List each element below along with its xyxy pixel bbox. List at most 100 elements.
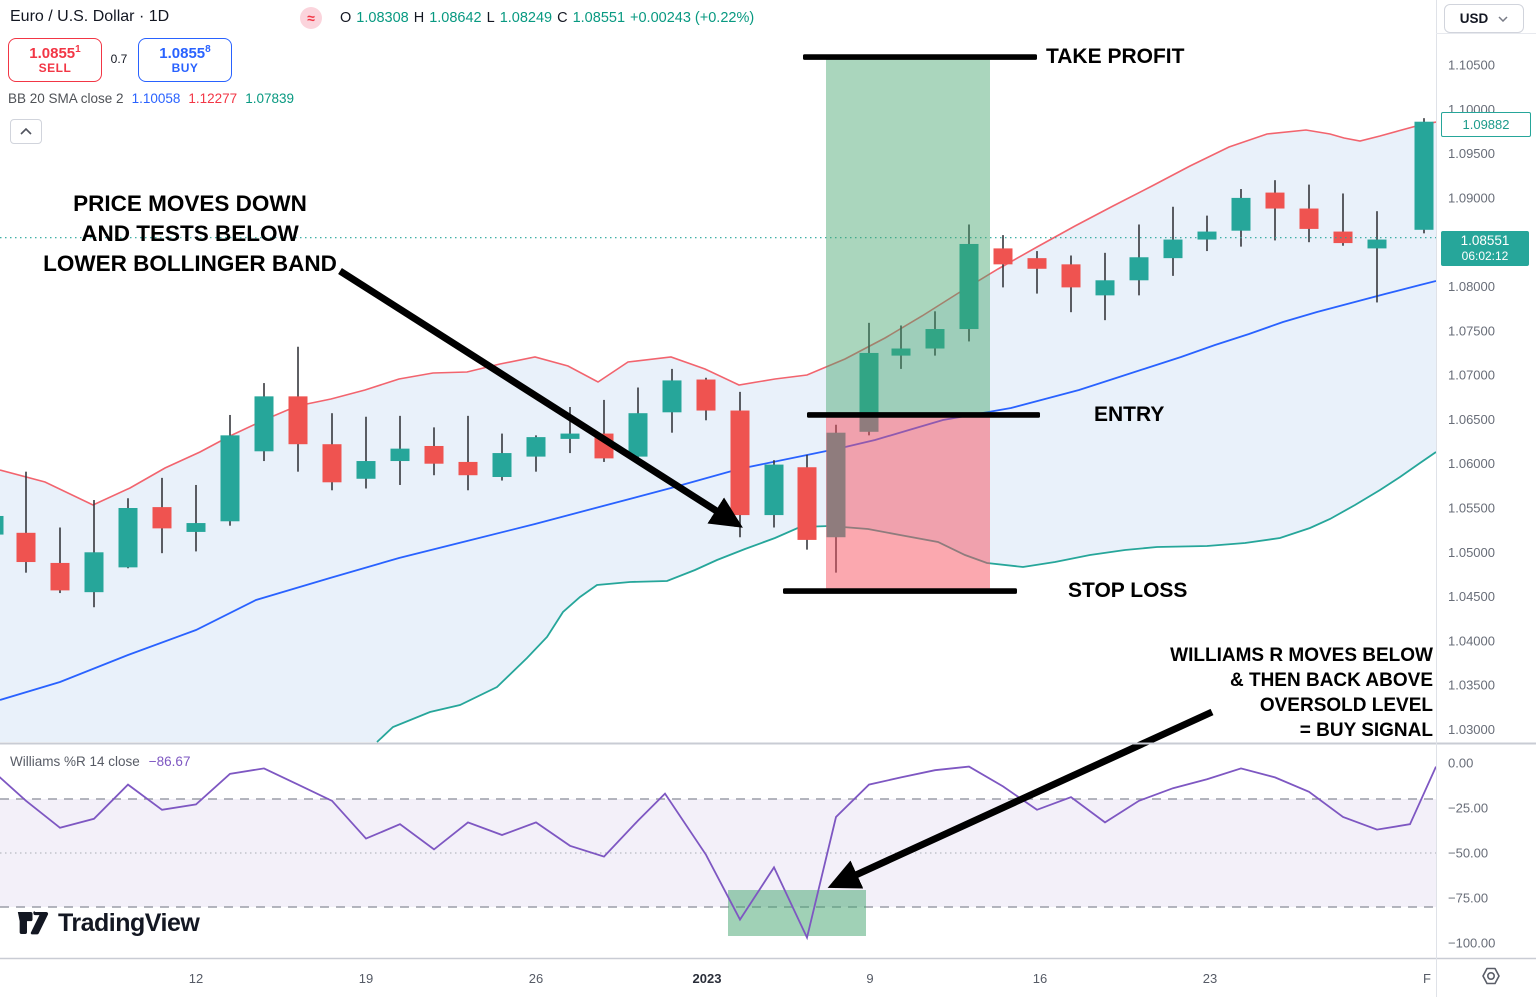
candle-body xyxy=(1367,239,1387,249)
annotation-arrow-1 xyxy=(338,268,743,528)
wpr-pane xyxy=(0,765,1436,941)
chevron-down-icon xyxy=(1498,15,1508,22)
candle-body xyxy=(492,453,512,477)
sell-button[interactable]: 1.08551 SELL xyxy=(8,38,102,82)
wpr-line xyxy=(0,765,1436,941)
bollinger-legend[interactable]: BB 20 SMA close 2 1.10058 1.12277 1.0783… xyxy=(8,91,294,106)
candle-body xyxy=(730,410,750,516)
stop-loss-line xyxy=(783,588,1017,594)
price-tick-label: 1.03500 xyxy=(1448,678,1495,693)
time-tick-label: 12 xyxy=(189,971,203,986)
candle-body xyxy=(560,433,580,439)
high-value: 1.08642 xyxy=(429,10,482,26)
time-tick-label: 2023 xyxy=(693,971,722,986)
tradingview-wordmark: TradingView xyxy=(58,908,200,937)
candle-body xyxy=(993,248,1013,265)
buy-button[interactable]: 1.08558 BUY xyxy=(138,38,232,82)
candle-body xyxy=(1299,208,1319,229)
close-value: 1.08551 xyxy=(572,10,626,26)
price-tick-label: 1.05500 xyxy=(1448,501,1495,516)
candle-body xyxy=(390,448,410,462)
wpr-tick-label: −25.00 xyxy=(1448,801,1488,816)
close-label: C xyxy=(557,10,568,26)
high-label: H xyxy=(413,10,425,26)
bb-name: BB 20 SMA close 2 xyxy=(8,91,124,106)
candle-body xyxy=(797,467,817,540)
time-tick-label: 26 xyxy=(529,971,543,986)
loss-zone xyxy=(826,414,990,590)
currency-label: USD xyxy=(1459,11,1489,26)
candle-body xyxy=(925,329,945,349)
wpr-signal-highlight xyxy=(728,890,866,936)
wpr-tick-label: 0.00 xyxy=(1448,756,1473,771)
take-profit-label: TAKE PROFIT xyxy=(1046,45,1185,68)
approx-glyph: ≈ xyxy=(307,10,315,26)
symbol-title[interactable]: Euro / U.S. Dollar · 1D xyxy=(10,8,169,26)
change-value: +0.00243 (+0.22%) xyxy=(630,10,755,26)
candle-body xyxy=(1129,257,1149,281)
candle-body xyxy=(118,508,138,568)
candle-body xyxy=(16,532,36,563)
delayed-data-icon[interactable]: ≈ xyxy=(300,7,322,29)
candle-body xyxy=(356,461,376,479)
open-label: O xyxy=(340,10,352,26)
price-tick-label: 1.09000 xyxy=(1448,190,1495,205)
candle-body xyxy=(50,562,70,591)
wpr-tick-label: −100.00 xyxy=(1448,936,1495,951)
time-tick-label: F xyxy=(1423,971,1431,986)
low-label: L xyxy=(486,10,495,26)
candle-body xyxy=(84,552,104,593)
time-tick-label: 19 xyxy=(359,971,373,986)
bb-basis-value: 1.10058 xyxy=(131,91,181,106)
wpr-band-fill xyxy=(0,799,1436,907)
candlesticks xyxy=(0,118,1434,608)
wpr-name: Williams %R 14 close xyxy=(10,754,140,769)
gear-icon xyxy=(1482,967,1500,985)
chevron-up-icon xyxy=(20,128,32,135)
price-tick-label: 1.10500 xyxy=(1448,58,1495,73)
last-price-value: 1.08551 xyxy=(1460,233,1510,249)
candle-body xyxy=(1163,239,1183,259)
annotation-arrow-2 xyxy=(827,708,1214,889)
wpr-value: −86.67 xyxy=(148,754,191,769)
sell-price: 1.08551 xyxy=(29,43,81,62)
axis-settings-button[interactable] xyxy=(1478,963,1504,989)
price-tick-label: 1.04500 xyxy=(1448,589,1495,604)
wpr-legend[interactable]: Williams %R 14 close −86.67 xyxy=(10,754,190,769)
candle-body xyxy=(1414,121,1434,230)
candle-body xyxy=(662,380,682,413)
price-tick-label: 1.08000 xyxy=(1448,279,1495,294)
price-tick-label: 1.05000 xyxy=(1448,545,1495,560)
bb-upper-value: 1.12277 xyxy=(188,91,238,106)
ohlc-row: O 1.08308 H 1.08642 L 1.08249 C 1.08551 +0.0… xyxy=(340,10,754,26)
wpr-tick-label: −50.00 xyxy=(1448,846,1488,861)
open-value: 1.08308 xyxy=(356,10,409,26)
collapse-pane-button[interactable] xyxy=(10,119,42,144)
time-tick-label: 23 xyxy=(1203,971,1217,986)
bar-countdown: 06:02:12 xyxy=(1461,249,1509,264)
tradingview-logo[interactable]: TradingView xyxy=(16,908,200,938)
title-separator: · xyxy=(138,8,145,25)
candle-body xyxy=(458,461,478,476)
price-tick-label: 1.04000 xyxy=(1448,633,1495,648)
bb-lower-value: 1.07839 xyxy=(245,91,294,106)
main-pane xyxy=(0,58,1436,743)
candle-body xyxy=(288,396,308,445)
candle-body xyxy=(696,379,716,411)
price-tick-label: 1.03000 xyxy=(1448,722,1495,737)
last-price-label: 1.08551 06:02:12 xyxy=(1441,231,1529,266)
time-tick-label: 9 xyxy=(866,971,873,986)
entry-label: ENTRY xyxy=(1094,403,1165,426)
price-note-annotation: PRICE MOVES DOWN AND TESTS BELOW LOWER BOL… xyxy=(43,191,337,276)
currency-selector[interactable]: USD xyxy=(1444,4,1524,33)
candle-body xyxy=(424,445,444,464)
time-tick-label: 16 xyxy=(1033,971,1047,986)
profit-zone xyxy=(826,58,990,415)
price-tick-label: 1.06000 xyxy=(1448,456,1495,471)
candle-body xyxy=(859,352,879,432)
stop-loss-label: STOP LOSS xyxy=(1068,579,1188,602)
price-alert-label[interactable]: 1.09882 xyxy=(1441,112,1531,137)
price-tick-label: 1.06500 xyxy=(1448,412,1495,427)
